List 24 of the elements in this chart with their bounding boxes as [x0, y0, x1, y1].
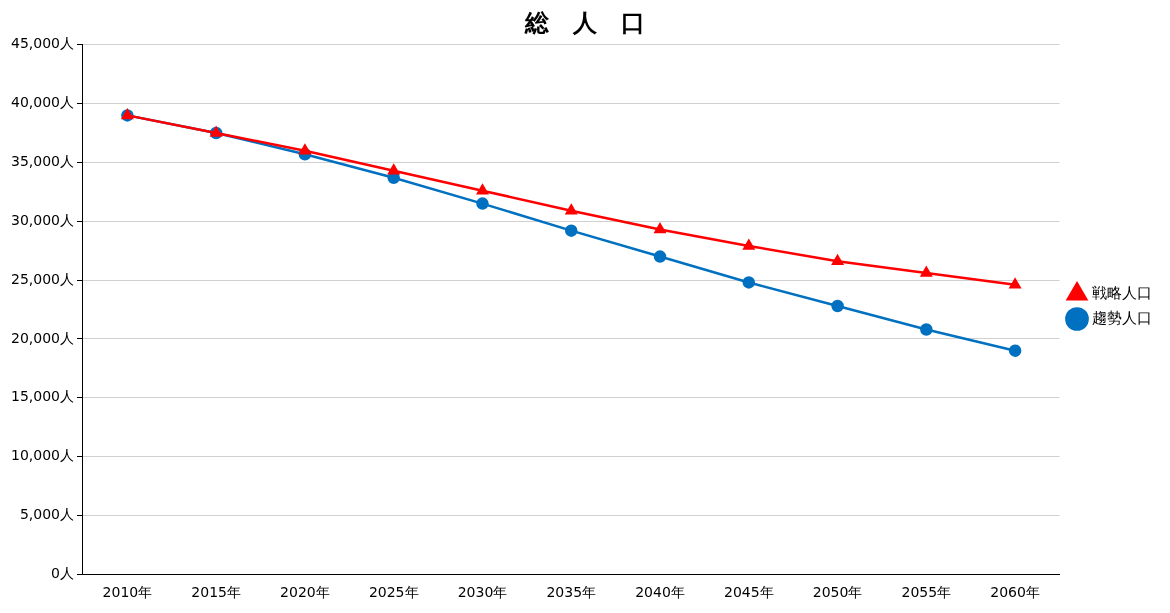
x-tick-label: 2055年: [901, 584, 952, 601]
x-tick-label: 2060年: [990, 584, 1040, 601]
legend-label: 趨勢人口: [1092, 308, 1152, 327]
x-tick-label: 2050年: [812, 584, 863, 601]
x-tick-label: 2035年: [546, 584, 597, 601]
y-tick-label: 15,000人: [10, 388, 74, 405]
legend-label: 戦略人口: [1092, 283, 1152, 302]
y-tick-label: 25,000人: [10, 270, 74, 287]
y-tick-label: 0人: [51, 564, 74, 581]
y-tick-label: 5,000人: [19, 506, 74, 523]
x-tick-label: 2020年: [280, 584, 330, 601]
x-tick-label: 2030年: [457, 584, 508, 601]
chart-title: 総 人 口: [524, 8, 645, 37]
y-tick-label: 20,000人: [10, 329, 74, 346]
y-tick-label: 30,000人: [10, 211, 74, 228]
x-tick-label: 2025年: [368, 584, 419, 601]
x-tick-label: 2015年: [191, 584, 241, 601]
x-tick-label: 2040年: [635, 584, 685, 601]
x-tick-label: 2045年: [723, 584, 774, 601]
y-tick-label: 10,000人: [10, 447, 74, 464]
y-tick-label: 40,000人: [10, 94, 74, 111]
x-tick-label: 2010年: [102, 584, 153, 601]
y-tick-label: 45,000人: [10, 35, 74, 52]
y-tick-label: 35,000人: [10, 153, 74, 170]
